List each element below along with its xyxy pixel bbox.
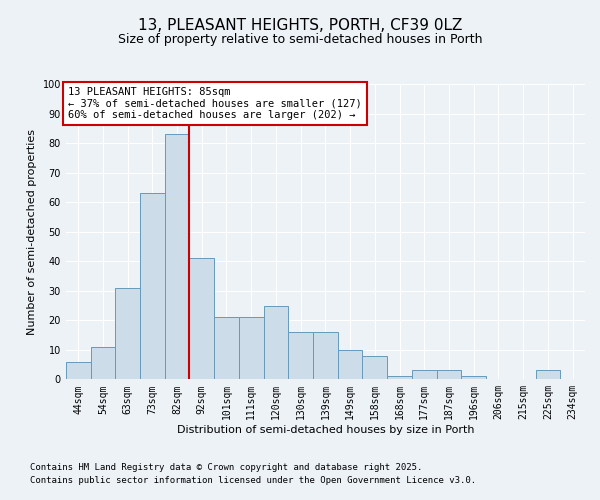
- Text: Size of property relative to semi-detached houses in Porth: Size of property relative to semi-detach…: [118, 32, 482, 46]
- Bar: [164, 134, 190, 380]
- Bar: [461, 376, 486, 380]
- X-axis label: Distribution of semi-detached houses by size in Porth: Distribution of semi-detached houses by …: [176, 425, 474, 435]
- Bar: [412, 370, 437, 380]
- Bar: [263, 306, 289, 380]
- Bar: [66, 362, 91, 380]
- Bar: [362, 356, 387, 380]
- Bar: [387, 376, 412, 380]
- Bar: [313, 332, 338, 380]
- Y-axis label: Number of semi-detached properties: Number of semi-detached properties: [27, 128, 37, 334]
- Bar: [190, 258, 214, 380]
- Bar: [437, 370, 461, 380]
- Bar: [91, 347, 115, 380]
- Bar: [214, 318, 239, 380]
- Bar: [289, 332, 313, 380]
- Bar: [338, 350, 362, 380]
- Text: 13 PLEASANT HEIGHTS: 85sqm
← 37% of semi-detached houses are smaller (127)
60% o: 13 PLEASANT HEIGHTS: 85sqm ← 37% of semi…: [68, 87, 362, 120]
- Bar: [140, 194, 164, 380]
- Bar: [115, 288, 140, 380]
- Bar: [239, 318, 263, 380]
- Text: 13, PLEASANT HEIGHTS, PORTH, CF39 0LZ: 13, PLEASANT HEIGHTS, PORTH, CF39 0LZ: [138, 18, 462, 32]
- Bar: [536, 370, 560, 380]
- Text: Contains HM Land Registry data © Crown copyright and database right 2025.: Contains HM Land Registry data © Crown c…: [30, 464, 422, 472]
- Text: Contains public sector information licensed under the Open Government Licence v3: Contains public sector information licen…: [30, 476, 476, 485]
